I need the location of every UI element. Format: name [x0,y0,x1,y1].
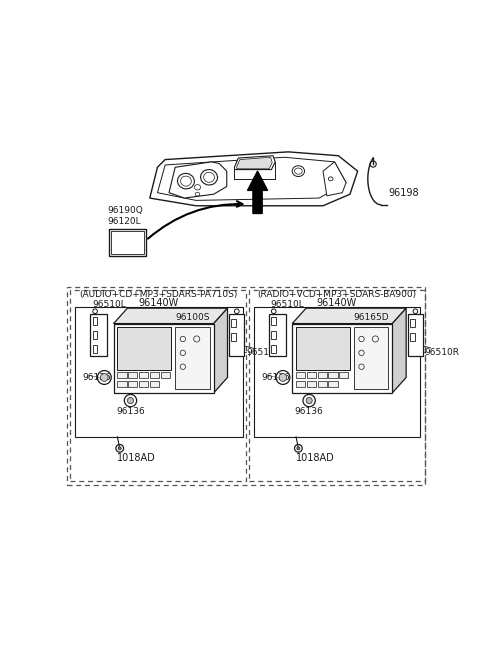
Bar [296,372,305,379]
Circle shape [306,398,312,403]
Bar [150,380,159,387]
Bar [307,372,316,379]
Text: 96198: 96198 [388,188,419,197]
Polygon shape [150,152,358,206]
Polygon shape [157,157,346,200]
Bar [128,372,137,379]
Bar [175,327,210,389]
Text: 96100S: 96100S [175,313,210,322]
Bar [71,291,246,482]
Bar [328,380,337,387]
Text: 96136: 96136 [83,373,111,382]
Text: 1018AD: 1018AD [118,453,156,462]
Bar [75,308,243,437]
Text: 96140W: 96140W [317,298,357,308]
Polygon shape [392,308,406,393]
Bar [296,380,305,387]
Circle shape [297,447,300,450]
Bar [160,372,170,379]
Bar [339,372,348,379]
Bar [118,372,127,379]
Text: 96136: 96136 [262,373,290,382]
Polygon shape [323,162,346,195]
Bar [150,372,159,379]
Text: 96140W: 96140W [138,298,179,308]
Bar [139,372,148,379]
Text: 96510R: 96510R [425,348,460,357]
Text: (AUDIO+CD+MP3+SDARS-PA710S): (AUDIO+CD+MP3+SDARS-PA710S) [79,290,238,299]
Text: 96136: 96136 [116,407,145,416]
Bar [410,333,415,340]
Bar [408,314,423,356]
Bar [292,323,392,393]
Polygon shape [234,155,275,170]
Circle shape [279,374,287,381]
Bar [254,308,420,437]
Polygon shape [169,162,227,198]
Bar [118,380,127,387]
Bar [93,345,97,353]
Bar [271,345,276,353]
Bar [109,229,146,256]
Bar [249,291,425,482]
Text: 96510L: 96510L [271,300,304,309]
Text: 96165D: 96165D [354,313,389,322]
Text: (RADIO+VCD+MP3+SDARS-BA900): (RADIO+VCD+MP3+SDARS-BA900) [257,290,417,299]
Bar [296,327,350,370]
Bar [269,314,286,356]
Bar [271,331,276,339]
Polygon shape [248,171,267,213]
Bar [67,287,425,485]
Text: 96510L: 96510L [92,300,126,309]
Polygon shape [114,308,228,323]
Bar [90,314,108,356]
Bar [111,231,144,253]
Bar [128,380,137,387]
Bar [118,327,171,370]
Bar [93,331,97,339]
Bar [114,323,214,393]
Bar [229,314,244,356]
Bar [318,380,327,387]
Circle shape [118,447,121,450]
Bar [271,318,276,325]
Bar [139,380,148,387]
Polygon shape [214,308,228,393]
Bar [410,319,415,327]
Circle shape [127,398,133,403]
Bar [231,333,236,340]
Bar [231,319,236,327]
Bar [354,327,388,389]
Bar [328,372,337,379]
Bar [93,318,97,325]
Circle shape [100,374,108,381]
Text: 96136: 96136 [295,407,324,416]
Polygon shape [237,157,272,169]
Bar [318,372,327,379]
Text: 96190Q
96120L: 96190Q 96120L [108,207,143,226]
Bar [307,380,316,387]
Text: 1018AD: 1018AD [296,453,335,462]
Text: 96510R: 96510R [246,348,281,357]
Polygon shape [292,308,406,323]
